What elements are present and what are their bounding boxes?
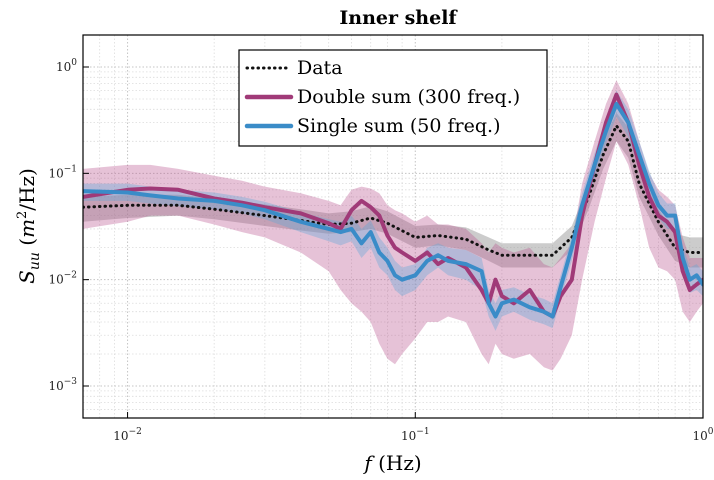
confidence-band	[83, 112, 703, 268]
series-line	[83, 92, 703, 319]
y-tick-label: 100	[56, 58, 77, 74]
x-tick-label: 10−1	[401, 427, 430, 443]
y-tick-label: 10−2	[48, 271, 77, 287]
series-lines	[83, 92, 703, 319]
x-tick-labels: 10−2 10−1 100	[113, 412, 714, 443]
y-axis-label: Suu (m2/Hz)	[15, 168, 43, 284]
x-axis-label: f (Hz)	[362, 451, 421, 475]
y-tick-label: 10−3	[48, 377, 77, 393]
legend-label: Data	[297, 57, 343, 79]
plot-frame	[82, 34, 704, 419]
x-tick-label: 100	[692, 427, 713, 443]
legend: Data Double sum (300 freq.) Single sum (50…	[238, 49, 548, 147]
y-tick-label: 10−1	[48, 164, 77, 180]
series-line	[83, 101, 703, 319]
x-tick-label: 10−2	[113, 427, 142, 443]
y-tick-labels: 10−3 10−2 10−1 100	[48, 58, 89, 393]
legend-label: Double sum (300 freq.)	[297, 86, 520, 108]
legend-label: Single sum (50 freq.)	[297, 115, 501, 137]
chart-title: Inner shelf	[339, 7, 458, 29]
